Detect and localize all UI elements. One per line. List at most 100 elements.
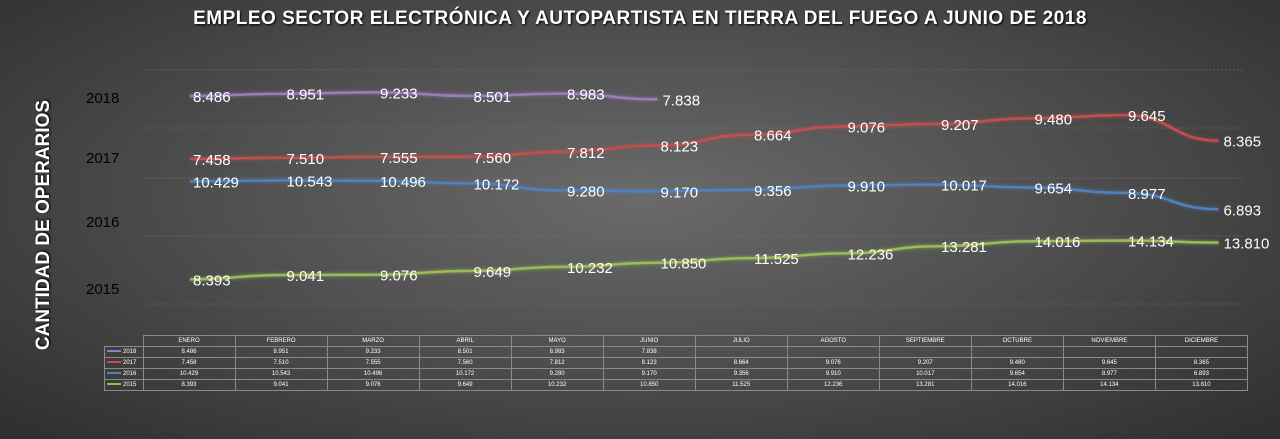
data-label: 10.172	[474, 176, 520, 193]
table-cell	[694, 346, 788, 358]
data-label: 9.076	[848, 119, 886, 136]
data-label: 7.560	[474, 150, 512, 167]
table-cell: 7.510	[234, 357, 328, 369]
legend-swatch	[107, 361, 121, 364]
table-cell: 8.365	[1154, 357, 1249, 369]
data-label: 9.356	[754, 183, 792, 200]
data-label: 8.664	[754, 128, 792, 145]
table-header: SEPTIEMBRE	[878, 335, 972, 347]
data-label: 9.480	[1035, 111, 1073, 128]
series-line-2015	[189, 239, 1219, 281]
data-label: 7.838	[663, 92, 701, 109]
legend-key: 2018	[104, 346, 144, 358]
table-cell: 8.486	[142, 346, 236, 358]
table-cell: 9.207	[878, 357, 972, 369]
table-header: ABRIL	[418, 335, 512, 347]
year-label-2016: 2016	[86, 214, 119, 231]
table-cell: 7.560	[418, 357, 512, 369]
series-line-2017	[189, 113, 1219, 161]
data-label: 8.393	[193, 272, 231, 289]
legend-label: 2017	[123, 360, 137, 366]
legend-key: 2016	[104, 368, 144, 380]
table-cell: 10.496	[326, 368, 420, 380]
table-cell: 9.233	[326, 346, 420, 358]
table-cell: 9.910	[786, 368, 880, 380]
data-label: 8.983	[567, 87, 605, 104]
series-line-2018	[189, 91, 658, 101]
data-label: 9.207	[941, 117, 979, 134]
table-cell: 13.281	[878, 379, 972, 391]
data-label: 13.810	[1224, 236, 1270, 253]
table-row: 2016 10.429 10.543 10.496 10.172 9.280 9.170 9.…	[104, 368, 1249, 380]
legend-label: 2015	[123, 382, 137, 388]
data-label: 8.486	[193, 89, 231, 106]
table-cell: 9.645	[1062, 357, 1156, 369]
data-label: 14.016	[1035, 234, 1081, 251]
table-cell: 10.850	[602, 379, 696, 391]
legend-key: 2015	[104, 379, 144, 391]
series-line-2016	[189, 179, 1219, 211]
table-cell: 10.172	[418, 368, 512, 380]
data-label: 9.233	[380, 85, 418, 102]
table-cell: 7.812	[510, 357, 604, 369]
year-label-2015: 2015	[86, 281, 119, 298]
data-label: 9.076	[380, 268, 418, 285]
legend-key: 2017	[104, 357, 144, 369]
data-label: 8.951	[287, 87, 325, 104]
data-label: 12.236	[848, 246, 894, 263]
data-label: 13.281	[941, 239, 987, 256]
series-layer: 8.486 8.951 9.233 8.501 8.983 7.838 7.458 7.510…	[189, 85, 1270, 289]
data-label: 10.429	[193, 174, 239, 191]
table-cell: 9.649	[418, 379, 512, 391]
table-header: DICIEMBRE	[1154, 335, 1249, 347]
data-table: ENERO FEBRERO MARZO ABRIL MAYO JUNIO JULIO AGOS…	[104, 335, 1249, 391]
data-label: 8.365	[1224, 134, 1262, 151]
data-label: 10.496	[380, 174, 426, 191]
table-header: FEBRERO	[234, 335, 328, 347]
data-label: 8.123	[661, 139, 699, 156]
data-label: 7.812	[567, 145, 605, 162]
table-cell: 10.543	[234, 368, 328, 380]
table-cell: 8.951	[234, 346, 328, 358]
table-cell: 9.076	[786, 357, 880, 369]
data-label: 10.232	[567, 260, 613, 277]
table-cell: 8.393	[142, 379, 236, 391]
table-cell: 7.458	[142, 357, 236, 369]
table-cell: 7.838	[602, 346, 696, 358]
data-label: 7.510	[287, 151, 325, 168]
table-cell: 9.170	[602, 368, 696, 380]
table-cell: 6.893	[1154, 368, 1249, 380]
table-header: OCTUBRE	[970, 335, 1064, 347]
data-label: 11.525	[754, 251, 799, 268]
table-cell	[1154, 346, 1249, 358]
table-cell: 8.664	[694, 357, 788, 369]
table-cell: 9.356	[694, 368, 788, 380]
table-cell	[878, 346, 972, 358]
table-cell	[786, 346, 880, 358]
table-cell: 9.076	[326, 379, 420, 391]
series-labels: 2018 2017 2016 2015	[86, 90, 119, 298]
table-cell: 11.525	[694, 379, 788, 391]
year-label-2017: 2017	[86, 150, 119, 167]
data-label: 8.977	[1128, 186, 1166, 203]
data-label: 9.649	[474, 264, 512, 281]
data-label: 10.850	[661, 256, 707, 273]
table-header: MARZO	[326, 335, 420, 347]
data-label: 8.501	[474, 89, 512, 106]
legend-label: 2016	[123, 371, 137, 377]
table-corner	[104, 335, 144, 347]
table-cell: 9.041	[234, 379, 328, 391]
table-cell: 10.017	[878, 368, 972, 380]
legend-label: 2018	[123, 349, 137, 355]
table-cell: 7.555	[326, 357, 420, 369]
data-label: 7.458	[193, 152, 231, 169]
legend-swatch	[107, 372, 121, 375]
table-cell: 8.501	[418, 346, 512, 358]
chart-title: EMPLEO SECTOR ELECTRÓNICA Y AUTOPARTISTA…	[193, 8, 1087, 29]
table-cell: 9.280	[510, 368, 604, 380]
table-cell	[970, 346, 1064, 358]
gridlines	[145, 69, 1245, 305]
data-label: 9.170	[661, 184, 699, 201]
year-label-2018: 2018	[86, 90, 119, 107]
table-header: ENERO	[142, 335, 236, 347]
